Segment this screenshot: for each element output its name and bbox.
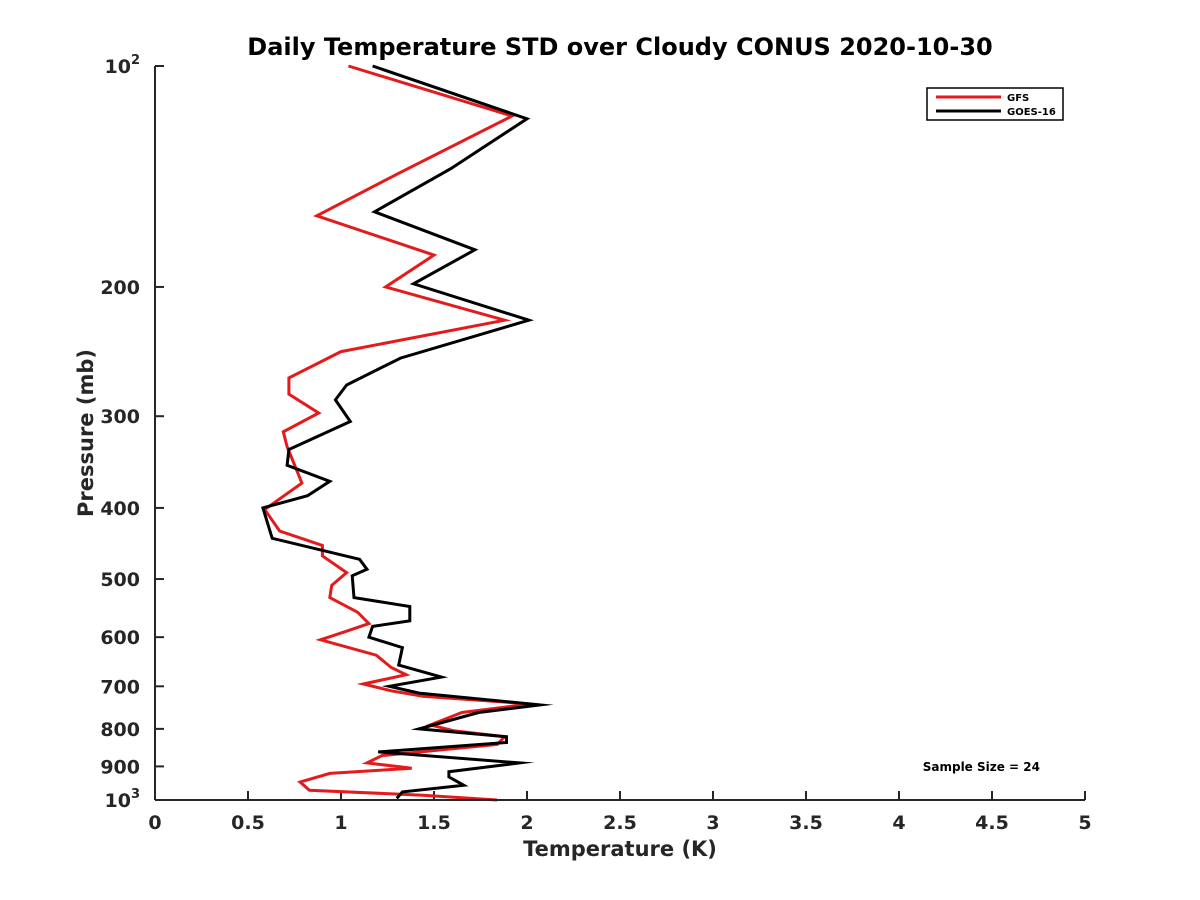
y-tick-label: 800	[100, 719, 140, 741]
legend-label: GFS	[1007, 93, 1029, 104]
chart-title: Daily Temperature STD over Cloudy CONUS …	[247, 33, 992, 61]
y-axis: 102 200 300 400 500 600 700 800 900 103	[100, 53, 164, 812]
legend: GFS GOES-16	[926, 87, 1064, 121]
x-tick-label: 3	[706, 812, 719, 834]
x-tick-label: 2	[520, 812, 533, 834]
x-tick-label: 4.5	[975, 812, 1009, 834]
legend-label: GOES-16	[1007, 107, 1056, 118]
x-tick-label: 1	[334, 812, 347, 834]
y-tick-label: 300	[100, 406, 140, 428]
y-axis-label: Pressure (mb)	[74, 349, 98, 517]
y-tick-label: 102	[105, 53, 141, 78]
x-tick-label: 4	[892, 812, 905, 834]
plot-area	[261, 64, 554, 802]
y-tick-label: 700	[100, 676, 140, 698]
y-tick-label: 500	[100, 569, 140, 591]
legend-box	[926, 87, 1064, 121]
x-tick-label: 5	[1078, 812, 1091, 834]
x-axis: 0 0.5 1 1.5 2 2.5 3 3.5 4 4.5 5	[148, 791, 1092, 834]
x-tick-label: 3.5	[789, 812, 823, 834]
sample-size-annotation: Sample Size = 24	[923, 760, 1040, 774]
y-tick-label: 400	[100, 498, 140, 520]
y-tick-label: 900	[100, 756, 140, 778]
x-tick-label: 1.5	[417, 812, 451, 834]
x-tick-label: 0	[148, 812, 161, 834]
y-tick-label: 200	[100, 277, 140, 299]
x-axis-label: Temperature (K)	[523, 837, 717, 861]
y-tick-label: 600	[100, 627, 140, 649]
series-line-goes-16	[261, 64, 554, 800]
x-tick-label: 0.5	[231, 812, 265, 834]
y-tick-label: 103	[105, 787, 141, 812]
series-line-gfs	[262, 64, 531, 802]
x-tick-label: 2.5	[603, 812, 637, 834]
